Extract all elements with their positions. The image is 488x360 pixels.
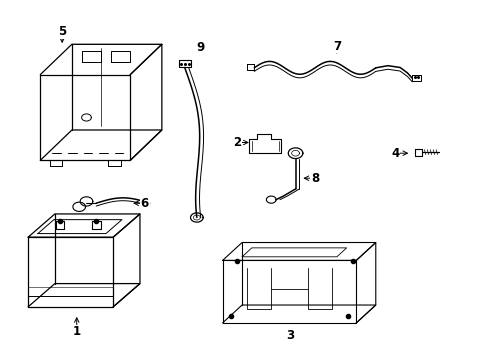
Text: 4: 4 xyxy=(390,147,399,160)
Text: 9: 9 xyxy=(196,41,204,54)
Text: 8: 8 xyxy=(310,172,319,185)
Text: 3: 3 xyxy=(286,329,294,342)
Text: 2: 2 xyxy=(233,136,241,149)
Text: 5: 5 xyxy=(58,25,66,38)
Text: 7: 7 xyxy=(332,40,340,53)
Text: 1: 1 xyxy=(73,325,81,338)
Text: 6: 6 xyxy=(141,197,149,210)
